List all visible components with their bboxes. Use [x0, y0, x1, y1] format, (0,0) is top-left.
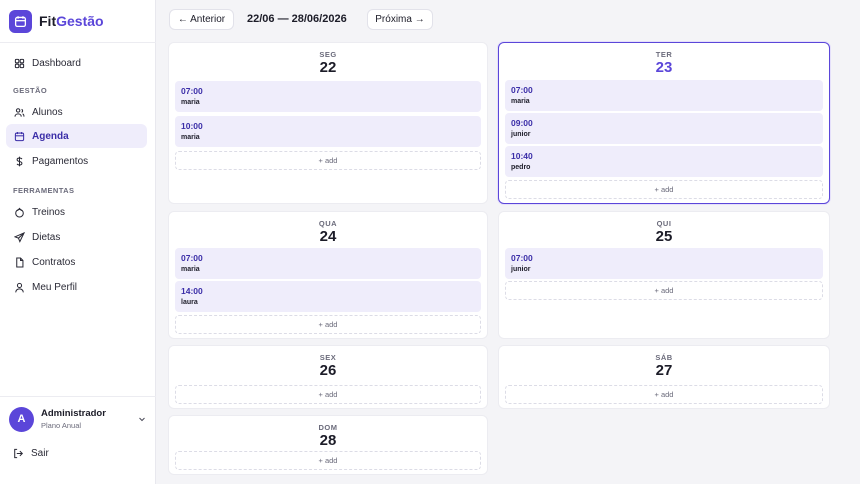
sidebar-item-label: Dietas	[32, 231, 61, 243]
logout-button[interactable]: Sair	[13, 446, 49, 460]
sidebar-item-label: Alunos	[32, 106, 63, 118]
sidebar-item-treinos[interactable]: Treinos	[6, 200, 147, 224]
user-info: Administrador Plano Anual	[41, 408, 137, 430]
sidebar-item-label: Dashboard	[32, 57, 81, 69]
logout-icon	[13, 447, 25, 459]
day-number: 23	[655, 59, 673, 76]
sidebar-item-contratos[interactable]: Contratos	[6, 250, 147, 274]
day-of-week: SÁB	[655, 353, 673, 362]
slot-name: maria	[181, 134, 200, 141]
day-card-sab: SÁB 27 + add	[498, 345, 830, 409]
user-icon	[13, 281, 25, 293]
sidebar-item-alunos[interactable]: Alunos	[6, 100, 147, 124]
day-of-week: SEX	[319, 353, 337, 362]
sidebar-item-agenda[interactable]: Agenda	[6, 124, 147, 148]
slot-name: maria	[181, 266, 200, 273]
add-appointment-button[interactable]: + add	[505, 281, 823, 300]
day-card-qui: QUI 25 07:00 junior + add	[498, 211, 830, 339]
day-of-week: SEG	[319, 50, 337, 59]
slot-name: maria	[511, 98, 530, 105]
slot-time: 10:40	[511, 151, 533, 161]
day-card-sex: SEX 26 + add	[168, 345, 488, 409]
dollar-icon	[13, 155, 25, 167]
day-of-week: TER	[655, 50, 673, 59]
add-appointment-button[interactable]: + add	[175, 315, 481, 334]
day-card-seg: SEG 22 07:00 maria 10:00 maria + add	[168, 42, 488, 204]
user-plan: Plano Anual	[41, 421, 82, 430]
week-range: 22/06 — 28/06/2026	[247, 13, 347, 25]
sidebar-item-label: Pagamentos	[32, 155, 89, 167]
avatar: A	[9, 406, 34, 432]
day-number: 26	[319, 362, 337, 379]
slot-time: 14:00	[181, 286, 203, 296]
next-week-button[interactable]: Próxima →	[367, 9, 433, 30]
appointment-slot[interactable]: 10:40 pedro	[505, 146, 823, 177]
sidebar-item-label: Treinos	[32, 206, 65, 218]
day-of-week: QUI	[656, 219, 672, 228]
calendar-icon	[13, 130, 25, 142]
slot-time: 07:00	[181, 253, 203, 263]
slot-name: junior	[511, 131, 531, 138]
add-appointment-button[interactable]: + add	[505, 180, 823, 199]
appointment-slot[interactable]: 09:00 junior	[505, 113, 823, 144]
add-appointment-button[interactable]: + add	[505, 385, 823, 404]
appointment-slot[interactable]: 07:00 maria	[505, 80, 823, 111]
day-of-week: DOM	[318, 423, 338, 432]
day-card-qua: QUA 24 07:00 maria 14:00 laura + add	[168, 211, 488, 339]
appointment-slot[interactable]: 10:00 maria	[175, 116, 481, 147]
sidebar-item-label: Agenda	[32, 130, 69, 142]
day-number: 24	[319, 228, 337, 245]
slot-name: maria	[181, 99, 200, 106]
slot-time: 09:00	[511, 118, 533, 128]
add-appointment-button[interactable]: + add	[175, 151, 481, 170]
day-card-ter: TER 23 07:00 maria 09:00 junior 10:40 pe…	[498, 42, 830, 204]
users-icon	[13, 106, 25, 118]
appointment-slot[interactable]: 07:00 maria	[175, 248, 481, 279]
slot-time: 10:00	[181, 121, 203, 131]
appointment-slot[interactable]: 14:00 laura	[175, 281, 481, 312]
brand[interactable]: FitGestão	[9, 9, 104, 33]
sidebar-item-perfil[interactable]: Meu Perfil	[6, 275, 147, 299]
send-icon	[13, 231, 25, 243]
day-number: 27	[655, 362, 673, 379]
brand-name: FitGestão	[39, 13, 104, 29]
divider	[0, 42, 156, 43]
appointment-slot[interactable]: 07:00 junior	[505, 248, 823, 279]
add-appointment-button[interactable]: + add	[175, 385, 481, 404]
add-appointment-button[interactable]: + add	[175, 451, 481, 470]
appointment-slot[interactable]: 07:00 maria	[175, 81, 481, 112]
calendar-icon	[9, 9, 32, 33]
divider	[0, 396, 156, 397]
day-card-dom: DOM 28 + add	[168, 415, 488, 475]
sidebar-item-label: Contratos	[32, 256, 76, 268]
slot-name: pedro	[511, 164, 531, 171]
slot-time: 07:00	[181, 86, 203, 96]
user-name: Administrador	[41, 408, 106, 419]
day-number: 25	[655, 228, 673, 245]
day-of-week: QUA	[318, 219, 338, 228]
day-number: 28	[319, 432, 337, 449]
section-gestao: GESTÃO	[13, 86, 48, 95]
day-number: 22	[319, 59, 337, 76]
previous-week-button[interactable]: ← Anterior	[169, 9, 234, 30]
section-ferramentas: FERRAMENTAS	[13, 186, 75, 195]
grid-icon	[13, 57, 25, 69]
sidebar-item-pagamentos[interactable]: Pagamentos	[6, 149, 147, 173]
chevron-down-icon[interactable]	[137, 414, 147, 424]
user-menu[interactable]: A Administrador Plano Anual	[9, 405, 147, 433]
sidebar-item-label: Meu Perfil	[32, 281, 78, 293]
slot-time: 07:00	[511, 253, 533, 263]
logout-label: Sair	[31, 447, 49, 459]
file-icon	[13, 256, 25, 268]
sidebar: FitGestão Dashboard GESTÃO Alunos Agenda…	[0, 0, 156, 484]
sidebar-item-dashboard[interactable]: Dashboard	[6, 51, 147, 75]
slot-name: junior	[511, 266, 531, 273]
sidebar-item-dietas[interactable]: Dietas	[6, 225, 147, 249]
brand-name-part: Fit	[39, 13, 57, 29]
dumbbell-icon	[13, 206, 25, 218]
slot-name: laura	[181, 299, 198, 306]
brand-name-accent: Gestão	[56, 13, 104, 29]
slot-time: 07:00	[511, 85, 533, 95]
